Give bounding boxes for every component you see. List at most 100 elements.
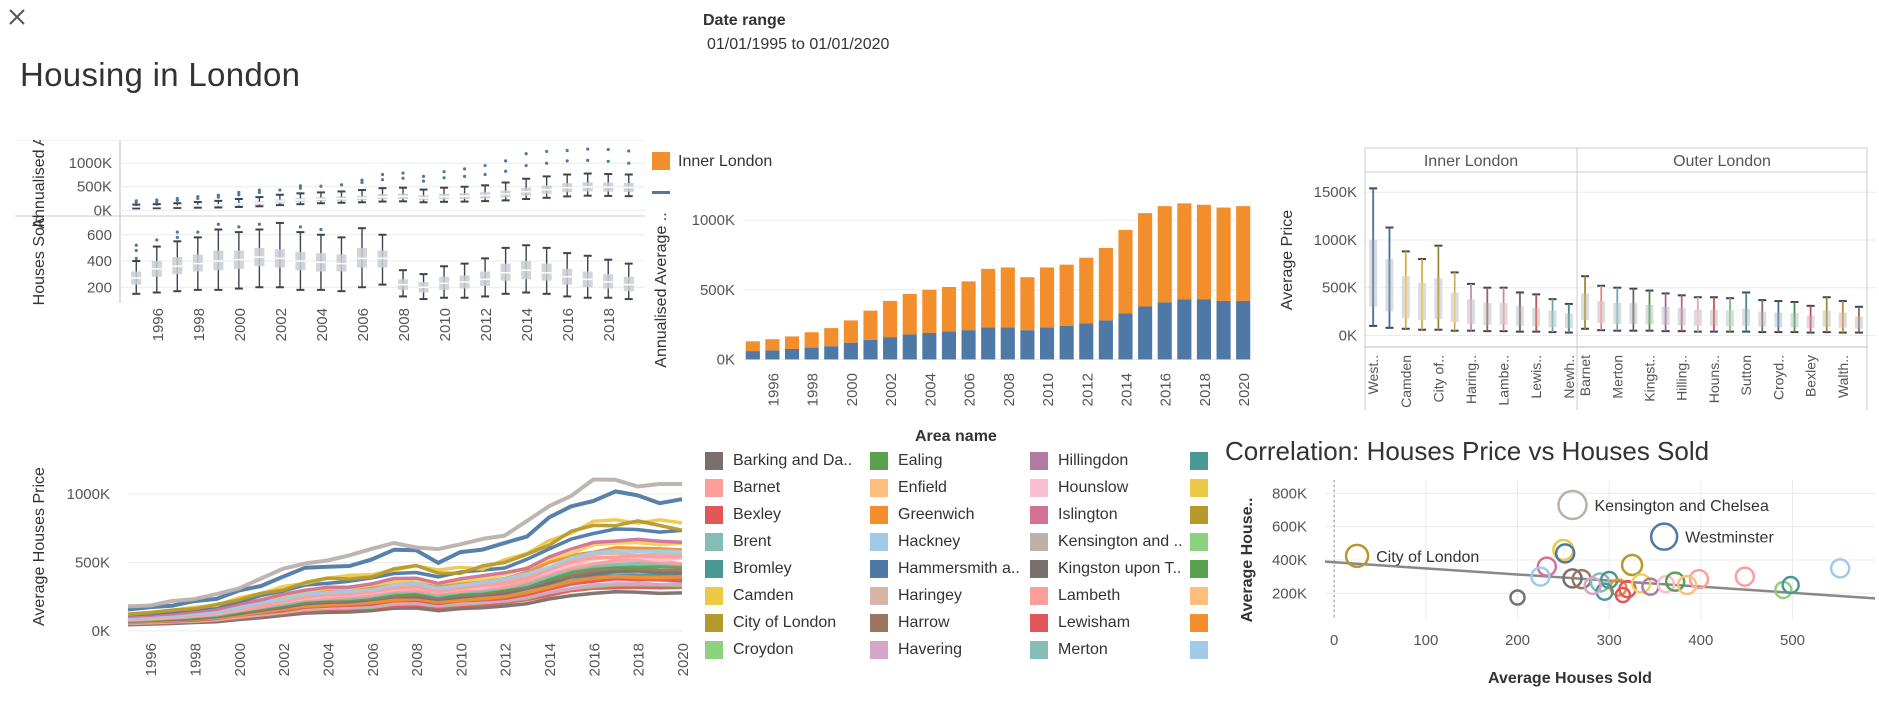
bar-2009[interactable]: [1020, 277, 1035, 360]
legend-item[interactable]: Merton: [1030, 639, 1108, 661]
legend-item[interactable]: Hounslow: [1030, 477, 1128, 499]
series-line-westminster[interactable]: [127, 489, 683, 612]
box-2016[interactable]: [562, 252, 573, 298]
bar-2007[interactable]: [981, 268, 996, 360]
box-2006[interactable]: [356, 227, 367, 289]
scatter-point[interactable]: [1562, 568, 1583, 589]
scatter-point[interactable]: [1734, 566, 1756, 587]
legend-item[interactable]: Kingston upon T..: [1030, 558, 1181, 580]
bar-2006[interactable]: [961, 281, 976, 360]
box-1996[interactable]: [151, 198, 162, 210]
box-2018[interactable]: [603, 258, 614, 299]
area-box[interactable]: [1483, 286, 1492, 333]
close-icon[interactable]: [6, 6, 28, 28]
area-box[interactable]: [1838, 300, 1847, 334]
scatter-point[interactable]: [1583, 576, 1602, 596]
legend-item[interactable]: Barnet: [705, 477, 780, 499]
box-1998[interactable]: [192, 195, 203, 209]
legend-item[interactable]: Hackney: [870, 531, 960, 553]
legend-item[interactable]: Haringey: [870, 585, 962, 607]
area-box[interactable]: [1758, 299, 1767, 334]
area-box[interactable]: [1629, 287, 1638, 332]
bar-2014[interactable]: [1118, 229, 1133, 360]
bar-2015[interactable]: [1138, 213, 1153, 360]
area-box[interactable]: [1532, 293, 1541, 333]
scatter-point[interactable]: [1649, 522, 1679, 551]
box-2019[interactable]: [623, 149, 634, 198]
legend-item[interactable]: [1190, 585, 1218, 607]
box-2008[interactable]: [398, 171, 409, 203]
scatter-point[interactable]: [1620, 553, 1644, 577]
legend-item[interactable]: Bromley: [705, 558, 792, 580]
box-2011[interactable]: [459, 167, 470, 203]
date-range-value[interactable]: 01/01/1995 to 01/01/2020: [707, 36, 890, 53]
bar-2016[interactable]: [1157, 206, 1172, 360]
area-box[interactable]: [1742, 291, 1751, 333]
scatter-point[interactable]: [1344, 543, 1370, 569]
area-box[interactable]: [1726, 297, 1735, 333]
legend-item-0[interactable]: Inner London: [652, 152, 772, 170]
area-box[interactable]: [1693, 296, 1702, 333]
bar-1995[interactable]: [745, 341, 760, 360]
box-1999[interactable]: [213, 222, 224, 291]
legend-item[interactable]: Hammersmith a..: [870, 558, 1020, 580]
bar-2010[interactable]: [1039, 267, 1055, 360]
area-box[interactable]: [1515, 291, 1524, 333]
area-box[interactable]: [1774, 300, 1783, 334]
legend-item[interactable]: Islington: [1030, 504, 1118, 526]
legend-item[interactable]: [1190, 450, 1218, 472]
bar-2018[interactable]: [1196, 204, 1212, 360]
legend-item[interactable]: [1190, 531, 1218, 553]
legend-item[interactable]: Lambeth: [1030, 585, 1120, 607]
area-box[interactable]: [1597, 284, 1606, 332]
bar-2017[interactable]: [1177, 203, 1192, 360]
legend-item[interactable]: Hillingdon: [1030, 450, 1128, 472]
box-2011[interactable]: [459, 262, 470, 299]
area-box[interactable]: [1613, 286, 1622, 332]
legend-item[interactable]: [1190, 504, 1218, 526]
scatter-point[interactable]: [1688, 568, 1710, 590]
bar-1999[interactable]: [824, 328, 839, 360]
scatter-point[interactable]: [1664, 571, 1686, 592]
box-2015[interactable]: [541, 149, 552, 199]
bar-1997[interactable]: [784, 336, 800, 360]
box-2013[interactable]: [500, 159, 511, 202]
area-box[interactable]: [1499, 286, 1508, 333]
bar-1998[interactable]: [804, 332, 819, 360]
box-2017[interactable]: [582, 147, 593, 197]
legend-item[interactable]: Lewisham: [1030, 612, 1130, 634]
bar-2008[interactable]: [1000, 267, 1015, 360]
bar-2001[interactable]: [863, 310, 878, 360]
area-box[interactable]: [1581, 275, 1590, 330]
bar-2003[interactable]: [902, 293, 917, 360]
bar-2019[interactable]: [1216, 207, 1231, 360]
box-2017[interactable]: [582, 254, 593, 299]
area-box[interactable]: [1790, 301, 1799, 334]
bar-2012[interactable]: [1079, 257, 1094, 360]
legend-item[interactable]: [1190, 477, 1218, 499]
box-2000[interactable]: [233, 190, 244, 208]
area-box[interactable]: [1418, 258, 1427, 331]
legend-item[interactable]: Harrow: [870, 612, 950, 634]
box-2003[interactable]: [295, 225, 306, 291]
legend-item[interactable]: Ealing: [870, 450, 942, 472]
legend-item[interactable]: Camden: [705, 585, 793, 607]
box-2005[interactable]: [336, 236, 347, 293]
box-1999[interactable]: [213, 193, 224, 209]
box-plot-chart[interactable]: 0K 500K 1000K Annualised A.. 200 400 600 Houses…: [0, 140, 650, 430]
box-2004[interactable]: [315, 227, 326, 291]
legend-item[interactable]: Croydon: [705, 639, 793, 661]
legend-item[interactable]: Bexley: [705, 504, 781, 526]
series-line-islington[interactable]: [127, 537, 683, 619]
box-2002[interactable]: [274, 188, 285, 207]
legend-item[interactable]: Brent: [705, 531, 771, 553]
box-1997[interactable]: [172, 196, 183, 209]
box-1996[interactable]: [151, 238, 162, 294]
area-box[interactable]: [1854, 305, 1863, 334]
box-2008[interactable]: [398, 269, 409, 298]
legend-item[interactable]: [1190, 639, 1218, 661]
stacked-bar-chart[interactable]: Inner LondonOuter London0K500K1000KAnnua…: [648, 140, 1260, 430]
box-1995[interactable]: [131, 243, 142, 295]
series-line-city-of-london[interactable]: [127, 519, 683, 616]
scatter-point[interactable]: [1589, 572, 1611, 593]
